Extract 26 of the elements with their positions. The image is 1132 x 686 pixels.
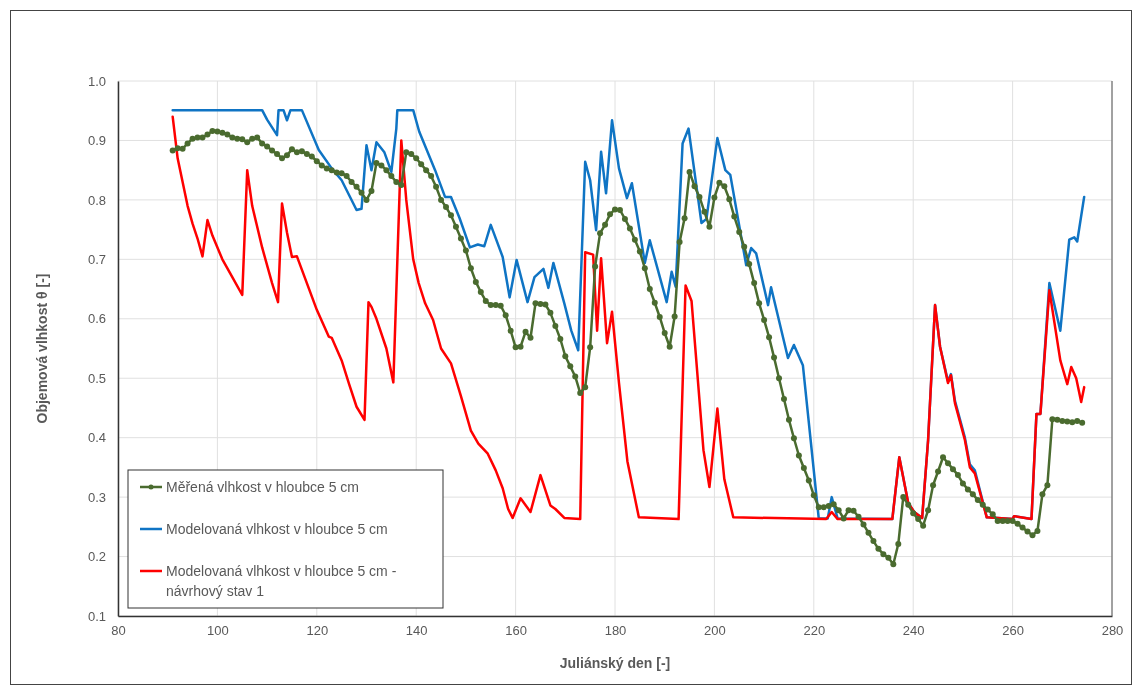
- y-tick-label: 0.3: [87, 489, 106, 505]
- y-tick-label: 1.0: [87, 73, 106, 89]
- x-tick-label: 120: [306, 623, 329, 639]
- x-tick-label: 240: [902, 623, 925, 639]
- x-tick-label: 220: [803, 623, 826, 639]
- y-tick-label: 0.5: [87, 370, 106, 386]
- legend-label: Modelovaná vlhkost v hloubce 5 cm - návrhový stav 1: [166, 563, 397, 599]
- legend-label: Měřená vlhkost v hloubce 5 cm: [166, 479, 359, 495]
- y-tick-label: 0.4: [87, 430, 106, 446]
- y-tick-label: 0.9: [87, 133, 106, 149]
- x-tick-label: 140: [405, 623, 428, 639]
- legend-label: Modelovaná vlhkost v hloubce 5 cm: [166, 521, 388, 537]
- x-tick-label: 80: [111, 623, 126, 639]
- y-tick-label: 0.2: [87, 549, 106, 565]
- y-axis-title: Objemová vlhkost θ [-]: [34, 273, 50, 424]
- y-tick-label: 0.6: [87, 311, 106, 327]
- x-tick-label: 280: [1101, 623, 1124, 639]
- x-tick-label: 160: [505, 623, 527, 639]
- x-tick-label: 200: [704, 623, 726, 639]
- x-tick-label: 100: [207, 623, 229, 639]
- y-tick-label: 0.8: [87, 192, 106, 208]
- x-tick-label: 180: [604, 623, 627, 639]
- y-tick-label: 0.1: [87, 608, 106, 624]
- x-axis-title: Juliánský den [-]: [559, 655, 671, 671]
- x-tick-label: 260: [1002, 623, 1024, 639]
- y-tick-label: 0.7: [87, 251, 106, 267]
